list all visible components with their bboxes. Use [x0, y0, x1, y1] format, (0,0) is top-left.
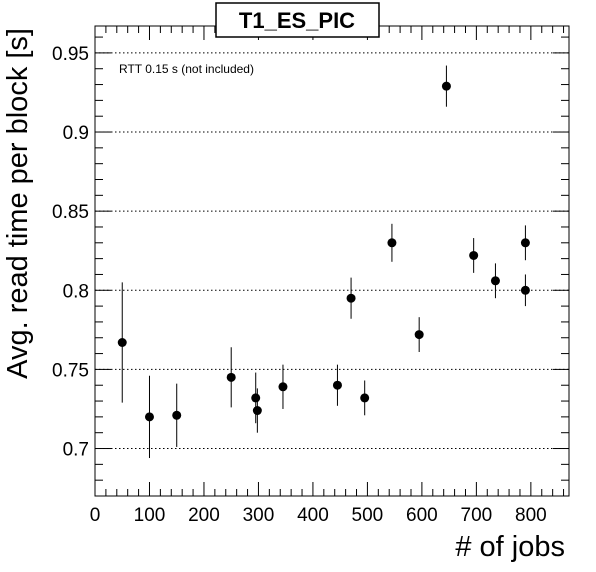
x-tick-label: 100	[134, 505, 166, 526]
x-tick-labels: 0 100 200 300 400 500 600 700 800	[90, 505, 547, 526]
grid-lines	[95, 52, 569, 450]
y-axis-title: Avg. read time per block [s]	[2, 28, 34, 379]
y-tick-label: 0.7	[63, 440, 89, 461]
rtt-annotation: RTT 0.15 s (not included)	[119, 62, 254, 76]
x-tick-label: 700	[461, 505, 493, 526]
y-tick-label: 0.85	[52, 202, 89, 223]
plot-frame	[94, 25, 570, 497]
x-tick-label: 200	[188, 505, 220, 526]
data-points	[117, 65, 530, 459]
data-point	[360, 393, 370, 403]
y-tick-label: 0.75	[52, 360, 89, 381]
data-point	[226, 372, 236, 382]
data-point	[387, 238, 397, 248]
axis-ticks	[94, 26, 569, 497]
data-point	[278, 382, 288, 392]
x-tick-label: 400	[297, 505, 329, 526]
data-point	[117, 337, 127, 347]
data-point	[520, 285, 530, 295]
x-tick-label: 500	[352, 505, 384, 526]
x-axis-title: # of jobs	[455, 531, 565, 563]
x-tick-label: 800	[515, 505, 547, 526]
x-tick-label: 0	[90, 505, 101, 526]
data-point	[469, 250, 479, 260]
data-point	[414, 330, 424, 340]
data-point	[172, 410, 182, 420]
y-tick-label: 0.95	[52, 44, 89, 65]
y-tick-label: 0.9	[63, 123, 89, 144]
x-tick-label: 600	[406, 505, 438, 526]
data-point	[251, 393, 261, 403]
data-point	[346, 293, 356, 303]
x-tick-label: 300	[243, 505, 275, 526]
data-point	[490, 276, 500, 286]
data-point	[441, 81, 451, 91]
data-point	[252, 406, 262, 416]
chart-title: T1_ES_PIC	[239, 8, 355, 33]
y-tick-label: 0.8	[63, 281, 89, 302]
y-tick-labels: 0.7 0.75 0.8 0.85 0.9 0.95	[52, 44, 89, 461]
title-box	[215, 2, 380, 38]
data-point	[520, 238, 530, 248]
data-point	[332, 380, 342, 390]
data-point	[144, 412, 154, 422]
